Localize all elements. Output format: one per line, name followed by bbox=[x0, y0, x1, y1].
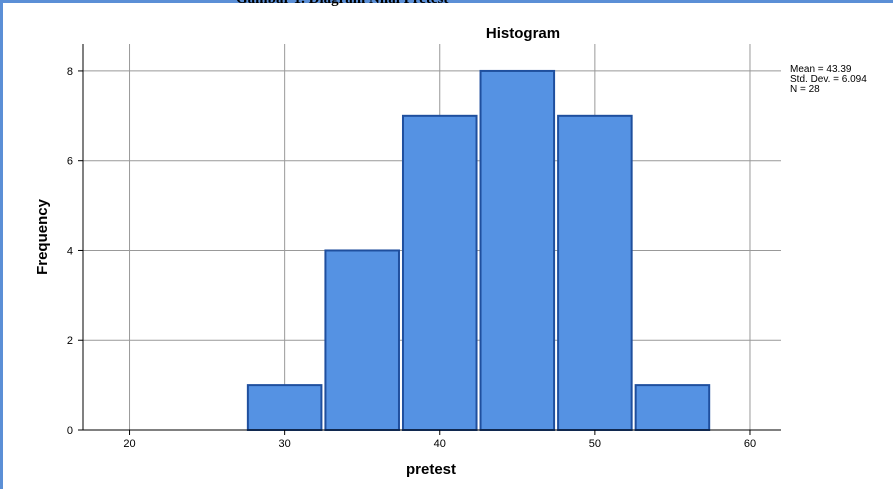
stats-std-dev: Std. Dev. = 6.094 bbox=[790, 74, 867, 85]
y-axis-title: Frequency bbox=[34, 198, 51, 275]
ticks-layer: 20 30 40 50 60 0 2 4 6 8 bbox=[67, 66, 756, 450]
stats-n: N = 28 bbox=[790, 84, 820, 95]
x-tick-label: 30 bbox=[279, 438, 291, 450]
y-tick-label: 0 bbox=[67, 425, 73, 437]
figure-caption: Gambar 1. Diagram Nilai Pretest bbox=[236, 0, 448, 8]
x-tick-label: 20 bbox=[123, 438, 135, 450]
y-tick-label: 6 bbox=[67, 156, 73, 168]
histogram-bar-3 bbox=[401, 114, 478, 431]
x-tick-label: 60 bbox=[744, 438, 756, 450]
histogram-bar-2 bbox=[324, 249, 400, 431]
x-tick-label: 40 bbox=[434, 438, 446, 450]
axes-layer bbox=[82, 44, 781, 431]
y-tick-label: 8 bbox=[67, 66, 73, 78]
y-tick-label: 4 bbox=[67, 245, 73, 257]
y-tick-label: 2 bbox=[67, 335, 73, 347]
histogram-bar-5 bbox=[557, 114, 633, 431]
x-tick-label: 50 bbox=[589, 438, 601, 450]
stats-mean: Mean = 43.39 bbox=[790, 64, 852, 75]
chart-title: Histogram bbox=[486, 25, 560, 42]
top-border bbox=[0, 0, 893, 3]
histogram-bar-1 bbox=[246, 384, 323, 431]
histogram-bar-6 bbox=[634, 384, 711, 431]
histogram-bar-4 bbox=[479, 69, 556, 431]
x-axis-title: pretest bbox=[406, 461, 456, 478]
left-border bbox=[0, 0, 3, 489]
